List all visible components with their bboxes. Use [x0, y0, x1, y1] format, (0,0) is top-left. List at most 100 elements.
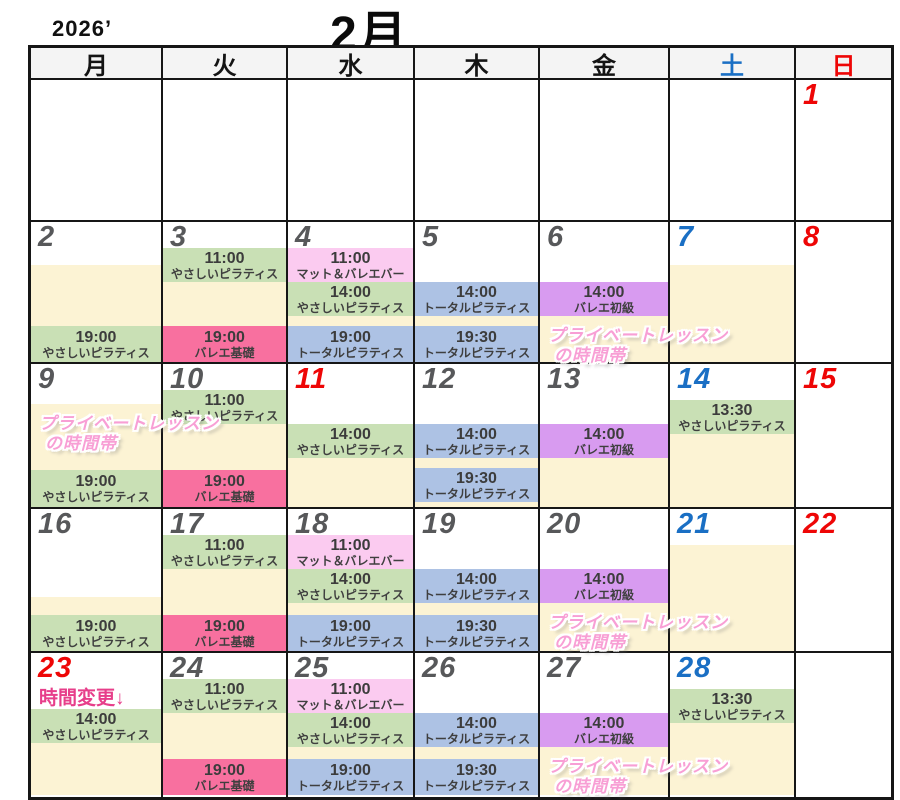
day-cell-7: 7	[670, 222, 796, 364]
day-cell-27: 27 14:00 バレエ初級 プライベートレッスン の時間帯	[540, 653, 727, 797]
event-block: 11:00 マット＆バレエバー	[288, 679, 413, 713]
event-name: トータルピラティス	[422, 731, 531, 746]
empty-band	[415, 653, 538, 713]
event-time: 19:30	[456, 761, 497, 779]
event-block: 19:00 やさしいピラティス	[31, 615, 161, 651]
empty-band	[31, 653, 161, 683]
day-number: 14	[677, 363, 712, 395]
event-name: トータルピラティス	[422, 587, 531, 602]
empty-band	[670, 653, 794, 689]
free-time-band	[31, 265, 161, 326]
event-name: やさしいピラティス	[42, 490, 150, 504]
day-number: 16	[38, 508, 73, 540]
private-lesson-label-line2: の時間帯	[554, 346, 626, 365]
event-block: 14:00 バレエ初級	[540, 282, 668, 316]
empty-band	[288, 509, 413, 535]
empty-band	[540, 80, 668, 220]
day-number: 9	[38, 363, 56, 395]
event-time: 13:30	[711, 690, 753, 708]
free-time-band	[415, 316, 538, 326]
free-time-band	[163, 569, 286, 615]
day-cell-18: 18 11:00 マット＆バレエバー 14:00 やさしいピラティス 19:00 トータルピ…	[288, 509, 415, 653]
day-number: 8	[803, 221, 821, 253]
event-name: トータルピラティス	[422, 486, 531, 501]
day-number: 6	[547, 221, 565, 253]
private-lesson-label-line1: プライベートレッスン	[39, 414, 219, 433]
weekday-header-thu: 木	[415, 48, 540, 80]
day-cell-1: 1	[796, 80, 891, 222]
event-name: やさしいピラティス	[170, 697, 279, 712]
event-time: 11:00	[204, 536, 245, 554]
event-name: トータルピラティス	[422, 778, 531, 793]
private-lesson-band: プライベートレッスン の時間帯	[31, 404, 218, 470]
empty-band	[670, 222, 794, 265]
event-block: 19:30 トータルピラティス	[415, 326, 538, 362]
private-lesson-band: プライベートレッスン の時間帯	[540, 316, 727, 365]
event-block: 14:00 やさしいピラティス	[288, 713, 413, 747]
event-block: 19:00 トータルピラティス	[288, 326, 413, 362]
free-time-band	[288, 603, 413, 615]
event-block: 11:00 マット＆バレエバー	[288, 248, 413, 282]
event-time: 14:00	[330, 283, 371, 301]
day-number: 5	[422, 221, 440, 253]
day-number: 10	[170, 363, 205, 395]
event-name: バレエ初級	[573, 442, 634, 457]
free-time-band	[288, 458, 413, 507]
day-number: 12	[422, 363, 457, 395]
day-cell-19: 19 14:00 トータルピラティス 19:30 トータルピラティス	[415, 509, 540, 653]
calendar-grid: 月火水木金土日 1 2 19:00 やさしいピラティス 3 11:00 やさしいピラティス 19…	[28, 45, 894, 800]
weekday-header-fri: 金	[540, 48, 670, 80]
event-block: 14:00 バレエ初級	[540, 713, 668, 747]
event-name: バレエ基礎	[194, 778, 255, 793]
day-cell-23: 23 時間変更↓ 14:00 やさしいピラティス	[31, 653, 163, 797]
empty-band	[163, 364, 286, 390]
event-name: トータルピラティス	[422, 300, 531, 315]
free-time-band	[288, 316, 413, 326]
event-time: 11:00	[204, 680, 245, 698]
day-cell-empty	[31, 80, 163, 222]
event-block: 14:00 やさしいピラティス	[288, 282, 413, 316]
event-time: 14:00	[456, 570, 497, 588]
free-time-band	[670, 723, 794, 795]
private-lesson-label-line1: プライベートレッスン	[548, 613, 728, 632]
event-block: 19:00 バレエ基礎	[163, 615, 286, 651]
day-number: 26	[422, 652, 457, 684]
event-time: 14:00	[583, 714, 625, 732]
private-lesson-label-line2: の時間帯	[554, 633, 626, 652]
empty-band	[670, 80, 794, 220]
day-number: 24	[170, 652, 205, 684]
event-time: 11:00	[330, 536, 371, 554]
event-block: 13:30 やさしいピラティス	[670, 400, 794, 434]
private-lesson-band: プライベートレッスン の時間帯	[540, 603, 727, 652]
day-cell-3: 3 11:00 やさしいピラティス 19:00 バレエ基礎	[163, 222, 288, 364]
event-time: 19:00	[204, 473, 245, 490]
private-lesson-band: プライベートレッスン の時間帯	[540, 747, 727, 796]
empty-band	[670, 509, 794, 545]
event-block: 19:00 やさしいピラティス	[31, 470, 161, 507]
day-cell-5: 5 14:00 トータルピラティス 19:30 トータルピラティス	[415, 222, 540, 364]
day-cell-24: 24 11:00 やさしいピラティス 19:00 バレエ基礎	[163, 653, 288, 797]
event-block: 11:00 やさしいピラティス	[163, 248, 286, 282]
day-cell-8: 8	[796, 222, 891, 364]
event-name: やさしいピラティス	[678, 418, 786, 433]
free-time-band	[163, 282, 286, 326]
private-lesson-label-line1: プライベートレッスン	[548, 326, 728, 345]
empty-band	[163, 222, 286, 248]
day-number: 19	[422, 508, 457, 540]
empty-band	[31, 222, 161, 265]
empty-band	[163, 509, 286, 535]
event-block: 19:30 トータルピラティス	[415, 615, 538, 651]
free-time-band	[415, 603, 538, 615]
event-block: 19:30 トータルピラティス	[415, 468, 538, 502]
free-time-band	[670, 545, 794, 651]
event-time: 19:00	[204, 328, 245, 346]
event-time: 11:00	[204, 249, 245, 267]
free-time-band	[163, 713, 286, 759]
empty-band	[670, 364, 794, 400]
day-number: 2	[38, 221, 56, 253]
day-number: 21	[677, 508, 712, 540]
free-time-band	[163, 424, 286, 470]
event-name: やさしいピラティス	[678, 707, 786, 722]
day-number: 18	[295, 508, 330, 540]
